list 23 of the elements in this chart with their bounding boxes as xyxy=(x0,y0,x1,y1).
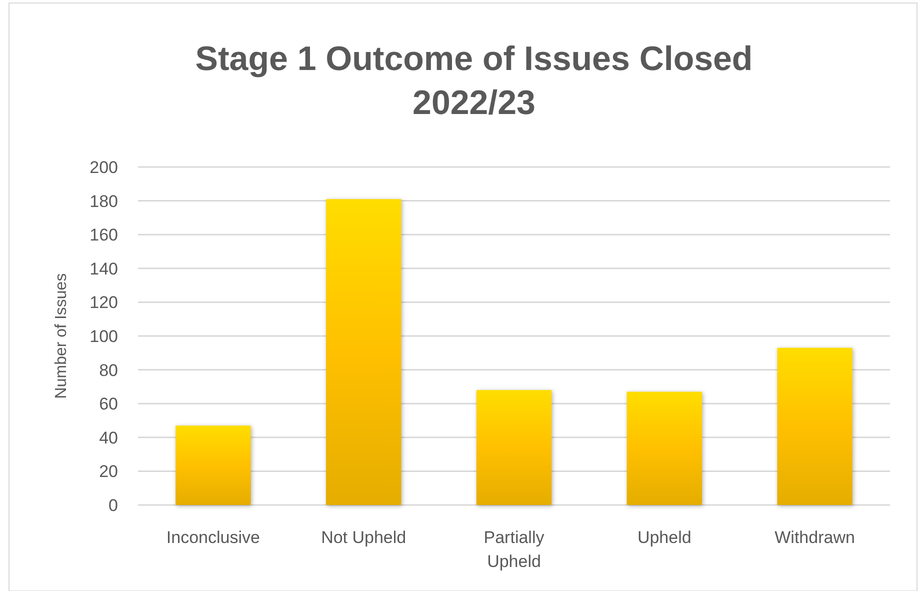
y-tick-label: 140 xyxy=(90,259,118,278)
x-tick-label: Not Upheld xyxy=(321,528,406,547)
y-tick-label: 180 xyxy=(90,192,118,211)
y-tick-label: 40 xyxy=(99,428,118,448)
bar xyxy=(626,392,702,505)
y-tick-label: 160 xyxy=(90,226,118,245)
y-tick-label: 20 xyxy=(99,462,118,482)
y-tick-label: 0 xyxy=(108,496,118,515)
bar xyxy=(326,199,402,505)
chart-title: Stage 1 Outcome of Issues Closed 2022/23 xyxy=(195,40,753,122)
y-tick-label: 200 xyxy=(90,158,118,177)
x-tick-label: Withdrawn xyxy=(774,528,855,547)
y-tick-label: 80 xyxy=(99,360,118,380)
y-tick-label: 120 xyxy=(90,293,118,312)
bar xyxy=(176,426,251,505)
y-tick-label: 100 xyxy=(90,326,118,346)
y-axis-title: Number of Issues xyxy=(53,273,70,399)
x-tick-label: Partially Upheld xyxy=(484,528,545,571)
x-tick-label: Upheld xyxy=(637,528,692,547)
bar xyxy=(476,390,552,505)
y-tick-label: 60 xyxy=(99,394,118,414)
x-tick-label: Inconclusive xyxy=(166,528,260,547)
bar xyxy=(777,348,852,505)
